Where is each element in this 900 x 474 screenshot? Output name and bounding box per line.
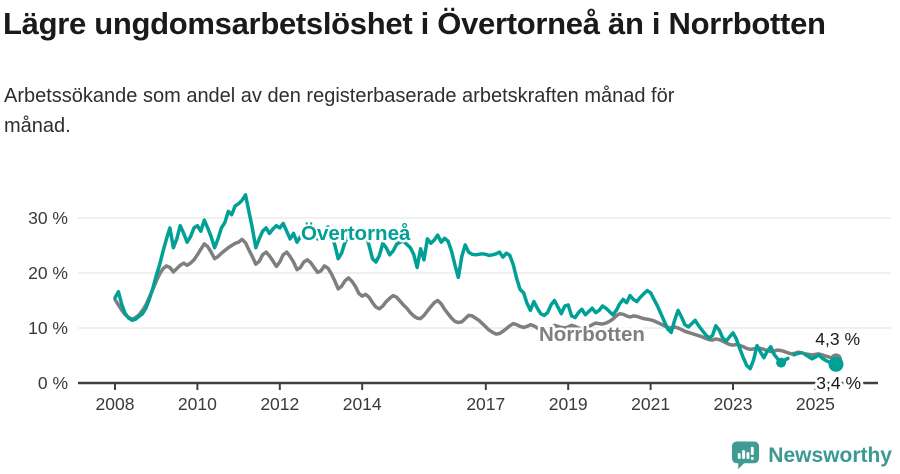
gap-dot-overtornea	[776, 357, 787, 368]
x-tick-label: 2019	[549, 394, 588, 414]
x-tick-label: 2010	[178, 394, 217, 414]
newsworthy-logo-icon	[732, 441, 760, 470]
x-tick-label: 2025	[796, 394, 835, 414]
series-line-norrbotten	[113, 237, 838, 362]
end-value-label-norrbotten: 4,3 %	[815, 329, 860, 349]
series-label-overtornea: Övertorneå	[301, 222, 411, 245]
y-tick-label: 20 %	[28, 263, 68, 283]
headline: Lägre ungdomsarbetslöshet i Övertorneå ä…	[3, 6, 826, 41]
subtitle-line-1: Arbetssökande som andel av den registerb…	[4, 85, 675, 107]
series-label-norrbotten: Norrbotten	[539, 323, 645, 346]
x-tick-label: 2023	[714, 394, 753, 414]
series-line-overtornea	[113, 193, 783, 371]
subtitle-line-2: månad.	[4, 115, 71, 137]
x-tick-label: 2008	[96, 394, 135, 414]
end-dot-overtornea	[828, 356, 844, 372]
y-tick-label: 10 %	[28, 318, 68, 338]
y-tick-label: 0 %	[38, 373, 68, 393]
y-tick-label: 30 %	[28, 208, 68, 228]
x-tick-label: 2014	[343, 394, 382, 414]
end-value-label-overtornea: 3,4 %	[816, 373, 861, 393]
newsworthy-wordmark: Newsworthy	[768, 443, 892, 467]
subtitle: Arbetssökande som andel av den registerb…	[4, 81, 674, 141]
newsworthy-logo: Newsworthy	[730, 440, 892, 471]
x-tick-label: 2017	[466, 394, 505, 414]
x-tick-label: 2021	[631, 394, 670, 414]
x-tick-label: 2012	[260, 394, 299, 414]
